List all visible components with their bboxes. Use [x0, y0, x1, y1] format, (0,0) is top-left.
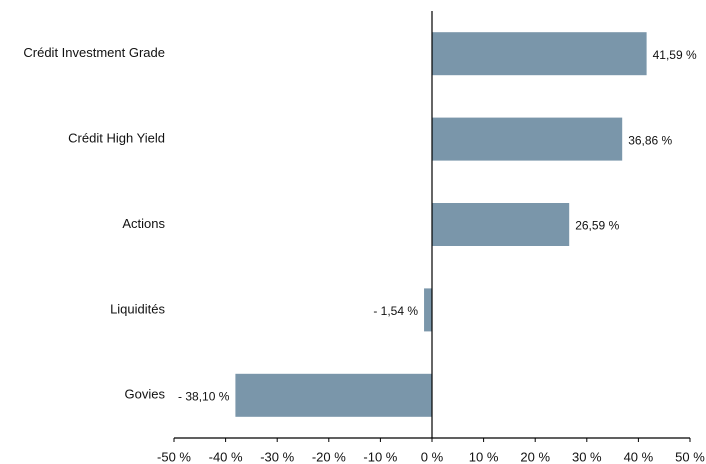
y-tick-label: Liquidités [110, 301, 165, 316]
y-tick-label: Govies [125, 387, 166, 402]
bar [235, 373, 432, 417]
x-tick-label: -50 % [157, 449, 191, 464]
x-tick-label: -20 % [312, 449, 346, 464]
y-tick-label: Crédit Investment Grade [23, 45, 165, 60]
bar [432, 117, 623, 161]
x-tick-label: 10 % [469, 449, 499, 464]
x-tick-label: -40 % [209, 449, 243, 464]
x-tick-label: 40 % [624, 449, 654, 464]
x-tick-label: 30 % [572, 449, 602, 464]
y-tick-label: Crédit High Yield [68, 131, 165, 146]
x-tick-label: -30 % [260, 449, 294, 464]
x-tick-label: 20 % [520, 449, 550, 464]
value-label: - 1,54 % [373, 304, 418, 318]
bar [432, 203, 570, 246]
value-label: 36,86 % [628, 133, 672, 147]
y-tick-label: Actions [122, 216, 165, 231]
value-label: - 38,10 % [178, 389, 230, 403]
bar [424, 288, 432, 332]
value-label: 41,59 % [653, 48, 697, 62]
x-tick-label: 50 % [675, 449, 705, 464]
value-label: 26,59 % [575, 219, 619, 233]
x-tick-label: -10 % [363, 449, 397, 464]
x-tick-label: 0 % [421, 449, 444, 464]
bar [432, 32, 647, 76]
